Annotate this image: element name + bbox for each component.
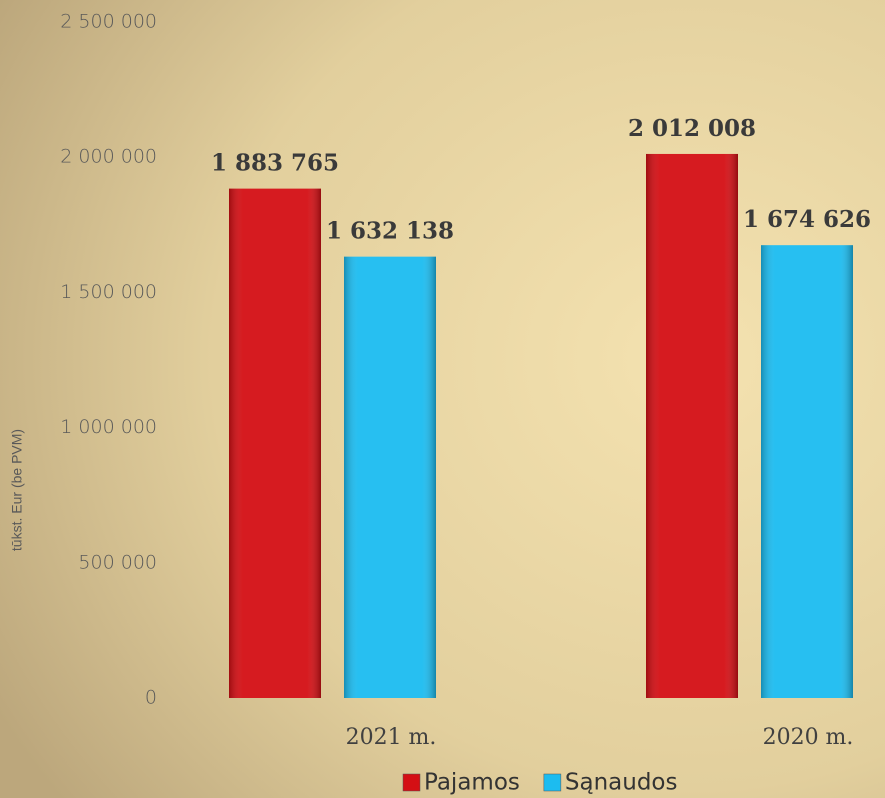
x-tick-label: 2020 m. [763,725,854,750]
y-tick-label: 1 000 000 [60,416,157,438]
data-label: 1 883 765 [211,150,339,177]
y-tick-label: 0 [145,687,157,709]
bar [344,256,436,698]
y-tick-label: 500 000 [78,551,157,573]
bar [646,153,738,699]
legend-label: Sąnaudos [565,770,678,796]
legend-swatch [543,773,562,792]
data-label: 2 012 008 [628,115,756,142]
x-tick-label: 2021 m. [346,725,437,750]
data-label: 1 632 138 [326,218,454,245]
legend-swatch [402,773,421,792]
data-label: 1 674 626 [743,206,871,233]
bar [229,188,321,698]
legend-label: Pajamos [424,770,520,796]
y-axis-label: tūkst. Eur (be PVM) [9,429,25,551]
y-tick-label: 1 500 000 [60,281,157,303]
bar [761,245,853,698]
y-tick-label: 2 500 000 [60,11,157,33]
y-tick-label: 2 000 000 [60,146,157,168]
